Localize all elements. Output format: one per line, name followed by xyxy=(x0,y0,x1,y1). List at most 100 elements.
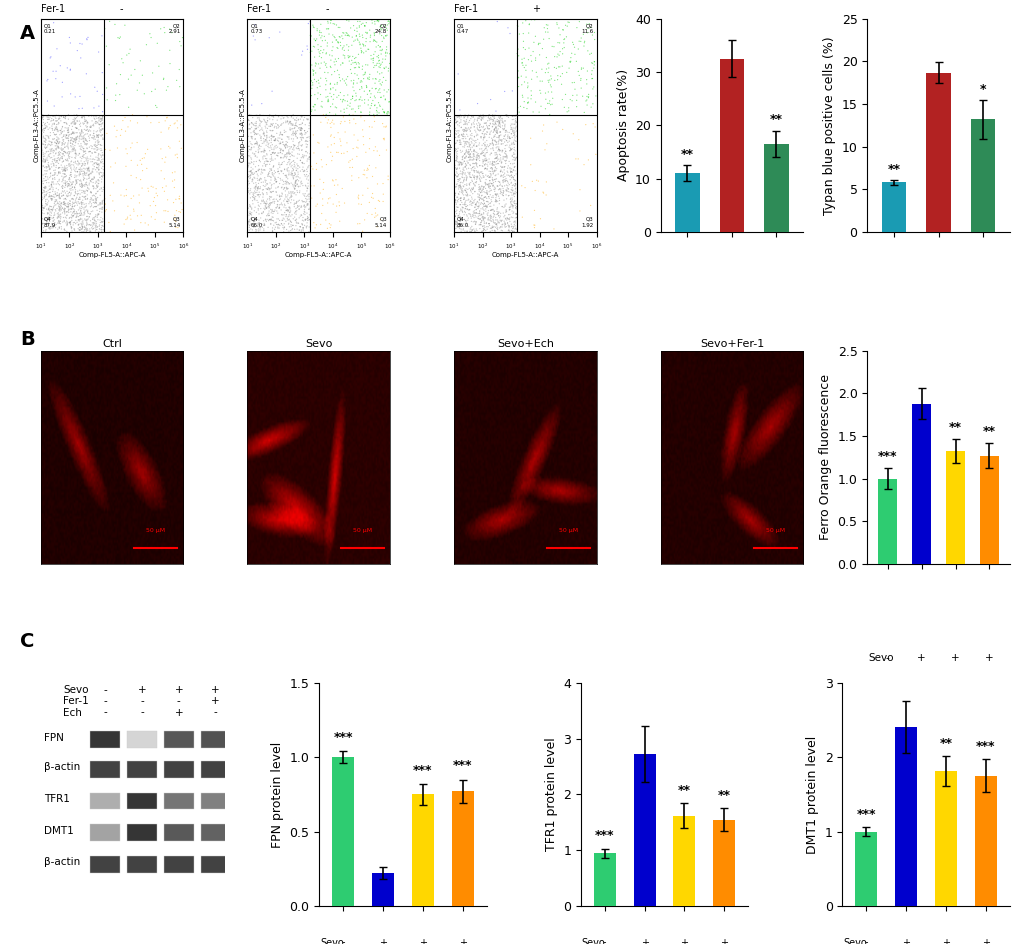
Point xyxy=(292,177,309,192)
Point xyxy=(486,168,502,183)
Point xyxy=(477,190,493,205)
Point xyxy=(498,192,515,207)
Point xyxy=(305,39,321,54)
Point xyxy=(69,214,86,229)
Point xyxy=(296,204,312,219)
Point xyxy=(484,178,500,194)
Point xyxy=(54,161,70,177)
Point xyxy=(276,147,292,162)
Point xyxy=(89,160,105,176)
Point xyxy=(243,211,259,227)
Point xyxy=(339,27,356,42)
Point xyxy=(59,218,75,233)
Point xyxy=(494,160,511,175)
Point xyxy=(553,92,570,107)
Point xyxy=(168,73,184,88)
Point xyxy=(56,222,72,237)
Point xyxy=(343,102,360,117)
Point xyxy=(471,193,487,208)
Point xyxy=(280,116,297,131)
Point xyxy=(474,154,490,169)
Point xyxy=(365,59,381,75)
Point xyxy=(505,124,522,139)
Point xyxy=(454,156,471,171)
Point xyxy=(55,197,71,212)
Bar xyxy=(127,732,157,748)
Point xyxy=(287,128,304,143)
Point xyxy=(76,161,93,177)
Point xyxy=(248,189,264,204)
Point xyxy=(488,154,504,169)
Point xyxy=(36,123,52,138)
Point xyxy=(48,136,64,151)
Point xyxy=(453,166,470,181)
Point xyxy=(309,23,325,38)
Bar xyxy=(164,856,194,872)
Point xyxy=(239,167,256,182)
Point xyxy=(493,113,510,128)
Point xyxy=(491,186,507,201)
Point xyxy=(95,147,111,162)
Point xyxy=(39,202,55,217)
Point xyxy=(472,174,488,189)
Point xyxy=(475,199,491,214)
Point xyxy=(446,211,463,227)
Point xyxy=(249,108,265,123)
Point xyxy=(470,110,486,126)
Point xyxy=(46,143,62,159)
Point xyxy=(260,197,276,212)
Point xyxy=(138,146,154,161)
Point xyxy=(506,215,523,230)
Point xyxy=(65,125,82,140)
Point xyxy=(86,188,102,203)
Point xyxy=(48,189,64,204)
Point xyxy=(497,196,514,211)
Point xyxy=(72,173,89,188)
Point xyxy=(46,159,62,174)
Point xyxy=(60,197,76,212)
Point xyxy=(492,132,508,147)
Point xyxy=(88,139,104,154)
Point xyxy=(287,126,304,142)
Point xyxy=(251,207,267,222)
Point xyxy=(490,128,506,143)
Point xyxy=(485,116,501,131)
Point xyxy=(67,134,84,149)
Point xyxy=(59,160,75,176)
Point xyxy=(480,110,496,125)
Point xyxy=(450,178,467,194)
Point xyxy=(372,19,388,34)
Point xyxy=(72,216,89,231)
Point xyxy=(91,112,107,127)
Point xyxy=(476,151,492,166)
Point xyxy=(76,222,93,237)
Point xyxy=(317,212,333,228)
Bar xyxy=(164,761,194,778)
Point xyxy=(71,146,88,161)
Point xyxy=(447,143,464,159)
Point xyxy=(270,109,286,124)
Point xyxy=(475,180,491,195)
Point xyxy=(473,217,489,232)
Point xyxy=(90,153,106,168)
Point xyxy=(270,179,286,194)
Point xyxy=(452,144,469,160)
Point xyxy=(60,199,76,214)
Point xyxy=(477,141,493,156)
Point xyxy=(503,148,520,163)
Point xyxy=(122,208,139,223)
Point xyxy=(277,125,293,140)
Point xyxy=(89,175,105,190)
Point xyxy=(457,160,473,175)
Point xyxy=(37,121,53,136)
Point xyxy=(265,159,281,174)
Point xyxy=(257,119,273,134)
Point xyxy=(76,135,93,150)
Point xyxy=(471,118,487,133)
Point xyxy=(553,66,570,81)
Text: 50 μM: 50 μM xyxy=(353,528,371,533)
Point xyxy=(63,132,79,147)
Point xyxy=(242,186,258,201)
Point xyxy=(503,121,520,136)
Point xyxy=(467,208,483,223)
